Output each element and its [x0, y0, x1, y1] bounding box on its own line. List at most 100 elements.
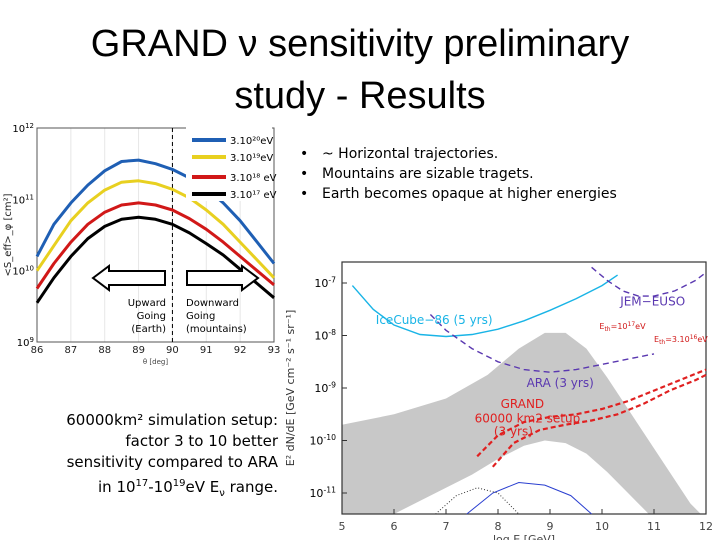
jem-euso-label: JEM−EUSO	[619, 294, 685, 308]
y-tick-label-base: 10	[12, 195, 25, 206]
note-exp: 19	[172, 478, 186, 489]
y-tick-label: 10-11	[309, 486, 336, 500]
y-tick-label-exp: -11	[323, 486, 336, 495]
bullet-dot: •	[300, 186, 309, 202]
plot-frame	[36, 127, 275, 343]
threshold-label-1: Eth=1017eV	[599, 321, 646, 333]
neutrino-model-curve	[466, 481, 592, 515]
threshold-label-1-part: E	[599, 322, 604, 331]
legend-label: 3.10²⁰eV	[230, 136, 273, 147]
x-tick-label: 6	[391, 520, 398, 533]
note-fragment: range.	[224, 478, 278, 496]
upward-going-label: (Earth)	[131, 324, 166, 335]
series-line-yellow	[35, 179, 276, 279]
grand-setup-label: 60000 km2 setup	[475, 411, 581, 425]
y-tick-label-exp: 10	[25, 265, 34, 273]
x-tick-label: 9	[547, 520, 554, 533]
note-line: 60000km² simulation setup:	[66, 411, 278, 429]
y-axis-label: E² dN/dE [GeV cm⁻² s⁻¹ sr⁻¹]	[284, 310, 297, 467]
x-tick-label: 10	[595, 520, 609, 533]
y-tick-label-exp: 9	[30, 336, 34, 344]
series-line-grand1	[491, 373, 707, 468]
series-line-black	[35, 215, 275, 304]
y-tick-label: 109	[17, 336, 34, 349]
x-tick-label: 87	[64, 345, 77, 356]
y-tick-label: 10-10	[309, 433, 336, 447]
upward-going-label: Going	[137, 311, 166, 322]
icecube-label: IceCube−86 (5 yrs)	[376, 313, 493, 327]
bullet-dot: •	[300, 166, 309, 182]
series-line-ara	[429, 314, 655, 373]
bullet-item: • Earth becomes opaque at higher energies	[300, 184, 617, 204]
x-tick-label: 92	[234, 345, 247, 356]
threshold-label-1-part: 17	[628, 321, 636, 328]
threshold-label-1-part: th	[604, 326, 610, 333]
x-tick-label: 7	[443, 520, 450, 533]
slide-title-line-1: GRAND ν sensitivity preliminary	[90, 23, 630, 65]
x-tick-label: 12	[699, 520, 713, 533]
note-fragment: in 10	[98, 478, 136, 496]
y-tick-label-base: 10	[12, 124, 25, 135]
threshold-label-1-part: =10	[611, 322, 628, 331]
y-tick-label-base: 10	[12, 267, 25, 278]
bullet-dot: •	[300, 146, 309, 162]
slide-title-line-2: study - Results	[234, 75, 486, 117]
note-line: sensitivity compared to ARA	[66, 453, 278, 471]
x-axis-label: log E [GeV]	[493, 533, 555, 540]
y-axis-label: <S_eff>_φ [cm²]	[3, 193, 14, 276]
legend-label: 3.10¹⁷ eV	[230, 190, 277, 201]
upward-arrow	[91, 264, 166, 292]
bullet-item: • Mountains are sizable tragets.	[300, 164, 617, 184]
threshold-label-2-part: th	[659, 339, 665, 346]
grand-label: GRAND	[501, 397, 545, 411]
x-tick-label: 90	[166, 345, 179, 356]
threshold-label-1-part: eV	[635, 322, 646, 331]
note-line: factor 3 to 10 better	[125, 432, 278, 450]
bullet-list: • ~ Horizontal trajectories. • Mountains a…	[300, 144, 617, 204]
y-tick-label-exp: -9	[328, 381, 336, 390]
y-tick-label-exp: 12	[25, 122, 34, 130]
series-line-jem	[591, 266, 707, 297]
y-tick-label-exp: -7	[328, 276, 336, 285]
downward-going-label: Going	[186, 311, 215, 322]
x-tick-label: 89	[132, 345, 145, 356]
x-tick-label: 11	[647, 520, 661, 533]
downward-going-label: (mountains)	[186, 324, 247, 335]
y-tick-label-exp: -8	[328, 328, 336, 337]
series-line-icecube	[351, 274, 618, 338]
bullet-text: Mountains are sizable tragets.	[322, 166, 534, 182]
x-axis-label: θ [deg]	[143, 358, 168, 366]
cosmogenic-flux-band	[342, 332, 701, 514]
y-tick-label-base: 10	[314, 330, 328, 343]
series-line-red	[35, 201, 275, 290]
downward-arrow	[186, 264, 260, 292]
y-tick-label-base: 10	[309, 487, 323, 500]
series-line-grand2	[476, 368, 707, 458]
note-exp: 17	[135, 478, 149, 489]
x-tick-label: 86	[31, 345, 44, 356]
note-fragment: -10	[148, 478, 173, 496]
y-tick-label-base: 10	[17, 338, 30, 349]
threshold-label-2-part: E	[654, 335, 659, 344]
legend-label: 3.10¹⁸ eV	[230, 173, 277, 184]
bullet-item: • ~ Horizontal trajectories.	[300, 144, 617, 164]
threshold-label-2-part: eV	[697, 335, 708, 344]
y-tick-label-base: 10	[314, 382, 328, 395]
threshold-label-2-part: =3.10	[665, 335, 690, 344]
bullet-text: ~ Horizontal trajectories.	[322, 146, 499, 162]
y-tick-label: 10-8	[314, 328, 336, 342]
x-tick-label: 91	[200, 345, 213, 356]
grand-years-label: (3 yrs)	[494, 425, 533, 439]
bullet-text: Earth becomes opaque at higher energies	[322, 186, 617, 202]
y-tick-label: 10-7	[314, 276, 336, 290]
x-tick-label: 5	[339, 520, 346, 533]
y-tick-label-base: 10	[309, 435, 323, 448]
note-line: in 1017-1019eV Eν range.	[58, 473, 278, 504]
x-tick-label: 88	[98, 345, 111, 356]
threshold-label-2: Eth=3.1016eV	[654, 334, 708, 346]
y-tick-label: 10-9	[314, 381, 336, 395]
simulation-note: 60000km² simulation setup: factor 3 to 1…	[58, 410, 278, 504]
threshold-label-2-part: 16	[690, 334, 698, 341]
